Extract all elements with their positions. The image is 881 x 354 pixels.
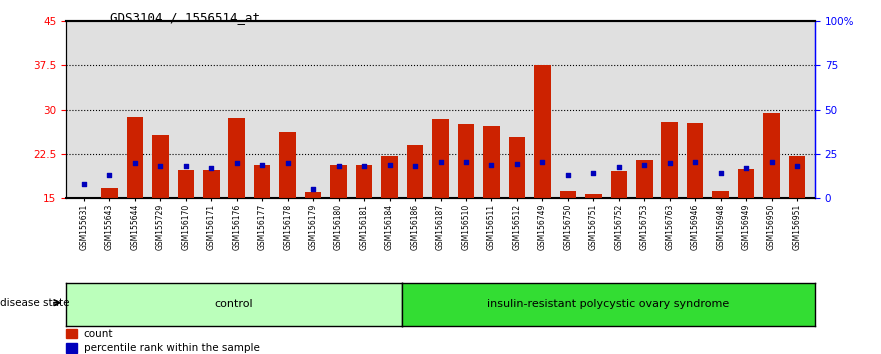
- Point: [331, 164, 345, 169]
- Bar: [458, 125, 474, 198]
- Point: [357, 164, 371, 169]
- Bar: [203, 170, 219, 198]
- Bar: [305, 192, 322, 198]
- Bar: [66, 329, 78, 338]
- Point: [739, 165, 753, 171]
- Point: [688, 159, 702, 165]
- Bar: [534, 65, 551, 198]
- Point: [714, 170, 728, 175]
- Bar: [636, 160, 653, 198]
- Point: [485, 162, 499, 167]
- Bar: [127, 118, 143, 198]
- Point: [102, 172, 116, 178]
- Bar: [228, 118, 245, 198]
- Bar: [483, 126, 500, 198]
- Bar: [611, 171, 627, 198]
- Text: disease state: disease state: [0, 298, 70, 308]
- Bar: [66, 343, 78, 353]
- Point: [510, 161, 524, 167]
- Bar: [687, 123, 704, 198]
- Point: [128, 160, 142, 166]
- Text: percentile rank within the sample: percentile rank within the sample: [84, 343, 260, 353]
- Text: GDS3104 / 1556514_at: GDS3104 / 1556514_at: [110, 11, 260, 24]
- Bar: [662, 121, 678, 198]
- Point: [663, 160, 677, 166]
- Bar: [738, 169, 754, 198]
- Point: [433, 159, 448, 165]
- Bar: [433, 119, 448, 198]
- Bar: [101, 188, 118, 198]
- Point: [179, 164, 193, 169]
- Point: [230, 160, 244, 166]
- Point: [408, 164, 422, 169]
- Text: insulin-resistant polycystic ovary syndrome: insulin-resistant polycystic ovary syndr…: [487, 299, 729, 309]
- Bar: [152, 135, 168, 198]
- Point: [204, 165, 218, 171]
- Bar: [279, 132, 296, 198]
- Bar: [254, 165, 270, 198]
- Bar: [559, 191, 576, 198]
- Point: [306, 187, 320, 192]
- Bar: [788, 156, 805, 198]
- Point: [637, 162, 651, 167]
- Point: [459, 159, 473, 165]
- Point: [281, 160, 295, 166]
- Bar: [508, 137, 525, 198]
- Text: count: count: [84, 329, 113, 339]
- Bar: [356, 165, 373, 198]
- Point: [790, 164, 804, 169]
- Point: [561, 172, 575, 178]
- Point: [77, 181, 91, 187]
- Point: [765, 159, 779, 165]
- Point: [153, 164, 167, 169]
- Point: [255, 163, 270, 169]
- Point: [586, 171, 600, 176]
- Bar: [763, 113, 780, 198]
- Bar: [177, 170, 194, 198]
- Bar: [713, 191, 729, 198]
- Bar: [381, 156, 398, 198]
- Bar: [407, 144, 423, 198]
- Point: [611, 164, 626, 170]
- Point: [382, 163, 396, 169]
- Bar: [330, 165, 347, 198]
- Bar: [585, 194, 602, 198]
- Point: [536, 159, 550, 165]
- Text: control: control: [215, 299, 253, 309]
